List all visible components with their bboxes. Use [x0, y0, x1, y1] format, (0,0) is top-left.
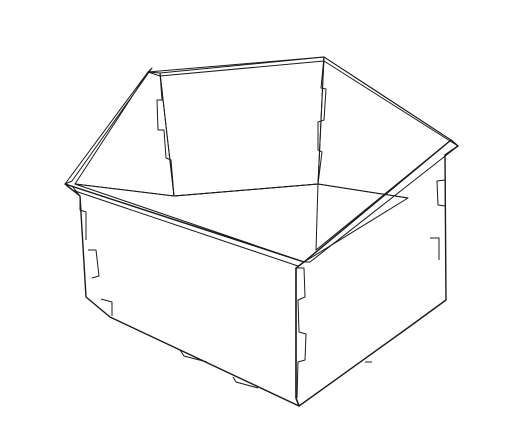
rim-front-right [303, 139, 459, 263]
notch-bottom-mid [232, 376, 259, 389]
outer-wall-front-right [295, 139, 459, 407]
inner-wall-back [159, 56, 325, 197]
rim-right [323, 56, 459, 147]
joint-left-bottom [100, 298, 113, 316]
rim-left [64, 67, 153, 185]
joint-front-corner [296, 267, 307, 399]
inner-wall-back-left [74, 71, 175, 197]
box-floor [74, 183, 409, 263]
notch-bottom-left [179, 349, 208, 363]
joint-right-top [436, 155, 447, 207]
rim-front-left [64, 183, 305, 267]
seam-back-right [317, 56, 327, 185]
seam-back-left [156, 72, 175, 197]
joint-right-mid [430, 237, 440, 260]
floor-line [173, 183, 409, 199]
joint-left-mid [88, 249, 100, 279]
joint-left-top [71, 185, 87, 240]
inner-wall-right [315, 56, 452, 251]
outer-wall-front-left [64, 183, 305, 407]
